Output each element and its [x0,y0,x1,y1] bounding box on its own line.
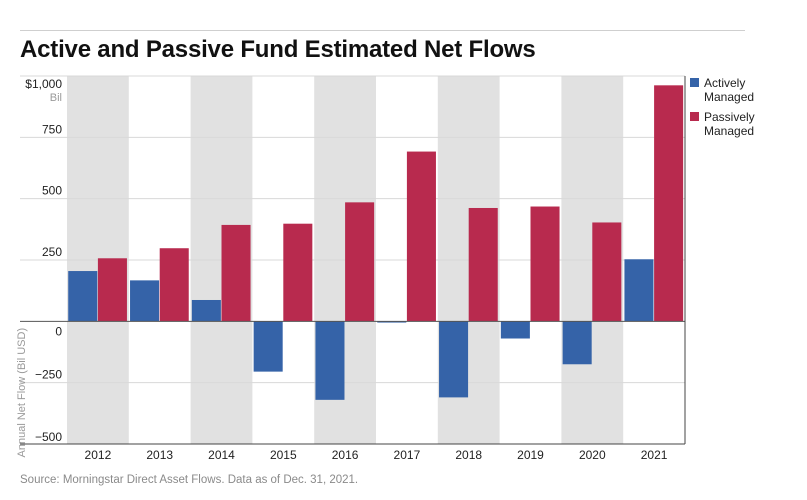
y-tick-label-500: 500 [42,184,62,198]
x-tick-label-2016: 2016 [332,448,359,462]
x-tick-label-2012: 2012 [85,448,112,462]
x-tick-label-2014: 2014 [208,448,235,462]
x-tick-label-2018: 2018 [455,448,482,462]
y-axis-label: Annual Net Flow (Bil USD) [16,328,28,458]
legend-item-passive: Passively Managed [690,110,774,138]
bar-active-2019 [500,321,530,339]
y-tick-unit: Bil [50,92,62,104]
bar-active-2018 [439,321,469,398]
x-tick-label-2021: 2021 [641,448,668,462]
net-flows-chart: $1,000 750 500 250 0 −250 −500 Bil Annual Net Fl… [16,75,686,462]
x-tick-label-2019: 2019 [517,448,544,462]
bar-active-2012 [68,271,98,322]
bar-active-2013 [130,280,160,322]
legend-label-passive: Passively Managed [704,110,755,138]
bar-passive-2015 [283,223,313,322]
legend-label-active: Actively Managed [704,76,755,104]
bar-passive-2018 [468,207,498,322]
y-tick-label--500: −500 [35,430,62,444]
bar-passive-2013 [159,248,189,322]
x-tick-label-2015: 2015 [270,448,297,462]
source-note: Source: Morningstar Direct Asset Flows. … [20,474,359,486]
bar-active-2016 [315,321,345,400]
bar-active-2021 [624,259,654,322]
y-tick-label-750: 750 [42,122,62,136]
y-tick-label-250: 250 [42,245,62,259]
x-tick-label-2020: 2020 [579,448,606,462]
bar-passive-2012 [97,258,127,322]
legend-swatch-passive [690,112,699,121]
bar-passive-2016 [345,202,375,322]
bar-passive-2020 [592,222,622,322]
legend: Actively Managed Passively Managed [690,76,800,144]
bar-passive-2017 [406,151,436,322]
bar-passive-2021 [654,85,684,322]
bar-active-2015 [253,321,283,372]
bar-passive-2014 [221,224,251,322]
legend-item-active: Actively Managed [690,76,774,104]
bar-active-2020 [562,321,592,365]
bar-passive-2019 [530,206,560,322]
x-tick-label-2017: 2017 [394,448,421,462]
y-tick-label--250: −250 [35,368,62,382]
bar-active-2017 [377,321,407,323]
y-tick-label-1000: $1,000 [25,77,62,91]
y-tick-label-0: 0 [55,324,62,338]
chart-title: Active and Passive Fund Estimated Net Fl… [20,36,536,63]
bar-active-2014 [191,299,221,322]
legend-swatch-active [690,78,699,87]
title-rule [20,30,745,31]
x-tick-label-2013: 2013 [146,448,173,462]
